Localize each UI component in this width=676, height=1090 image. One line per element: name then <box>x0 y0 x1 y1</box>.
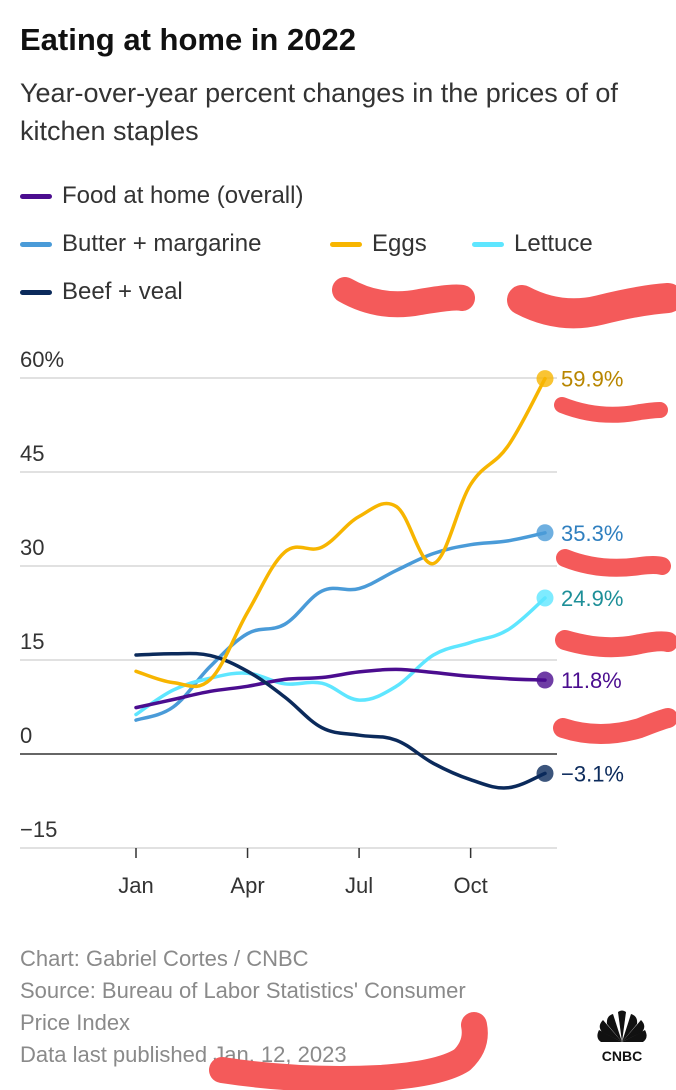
series-line-food-at-home-overall <box>134 667 547 710</box>
y-tick-label: 0 <box>20 723 32 748</box>
legend-label-food-at-home: Food at home (overall) <box>62 182 304 209</box>
chart-credit: Chart: Gabriel Cortes / CNBC <box>20 946 309 971</box>
chart-subtitle: Year-over-year percent changes in the pr… <box>20 78 618 146</box>
y-tick-label: 60% <box>20 347 64 372</box>
legend-swatch-food-at-home <box>20 193 52 199</box>
series-end-label-lettuce: 24.9% <box>561 586 623 611</box>
legend-label-butter-margarine: Butter + margarine <box>62 230 262 257</box>
series-end-label-butter-margarine: 35.3% <box>561 521 623 546</box>
line-chart: 60% 45 30 15 0 −15 Jan Apr Jul Oct 35.3% 24.9% 11.8%… <box>20 347 624 898</box>
chart-title: Eating at home in 2022 <box>20 22 356 57</box>
series-line-butter-margarine <box>134 531 547 722</box>
source-line-2: Price Index <box>20 1010 131 1035</box>
series-layer <box>134 370 554 790</box>
series-end-label-eggs: 59.9% <box>561 367 623 392</box>
x-tick-label: Jul <box>345 873 373 898</box>
legend-item-beef-veal: Beef + veal <box>20 278 183 306</box>
legend-label-eggs: Eggs <box>372 230 427 257</box>
series-endpoint-eggs <box>536 370 554 388</box>
series-line-beef-veal <box>134 651 547 790</box>
series-endpoint-food-at-home-overall <box>536 671 554 689</box>
x-tick-label: Oct <box>454 873 488 898</box>
legend-item-eggs: Eggs <box>330 230 427 258</box>
legend-swatch-eggs <box>330 241 362 247</box>
source-line-1: Source: Bureau of Labor Statistics' Cons… <box>20 978 466 1003</box>
legend: Food at home (overall) Butter + margarin… <box>20 180 670 320</box>
series-line-eggs <box>134 376 547 689</box>
legend-item-food-at-home: Food at home (overall) <box>20 182 303 210</box>
published-date: Data last published Jan. 12, 2023 <box>20 1042 347 1067</box>
series-end-label-food-at-home-overall: 11.8% <box>561 668 622 693</box>
legend-label-lettuce: Lettuce <box>514 230 593 257</box>
cnbc-peacock-icon: CNBC <box>597 1010 647 1064</box>
cnbc-logo-text: CNBC <box>602 1048 642 1064</box>
y-tick-label: 30 <box>20 535 44 560</box>
legend-swatch-butter-margarine <box>20 241 52 247</box>
series-endpoint-lettuce <box>536 589 554 607</box>
label-layer: 60% 45 30 15 0 −15 Jan Apr Jul Oct 35.3% 24.9% 11.8%… <box>20 347 624 898</box>
x-tick-label: Apr <box>230 873 264 898</box>
legend-swatch-lettuce <box>472 241 504 247</box>
x-tick-label: Jan <box>118 873 153 898</box>
y-tick-label: 45 <box>20 441 44 466</box>
series-endpoint-beef-veal <box>536 764 554 782</box>
legend-swatch-beef-veal <box>20 289 52 295</box>
grid-layer <box>20 377 557 858</box>
legend-item-lettuce: Lettuce <box>472 230 593 258</box>
y-tick-label: 15 <box>20 629 44 654</box>
series-line-lettuce <box>134 596 547 717</box>
series-end-label-beef-veal: −3.1% <box>561 761 624 786</box>
series-endpoint-butter-margarine <box>536 524 554 542</box>
legend-label-beef-veal: Beef + veal <box>62 278 183 305</box>
footer: Chart: Gabriel Cortes / CNBC Source: Bur… <box>20 943 560 1071</box>
y-tick-label: −15 <box>20 817 57 842</box>
legend-item-butter-margarine: Butter + margarine <box>20 230 261 258</box>
